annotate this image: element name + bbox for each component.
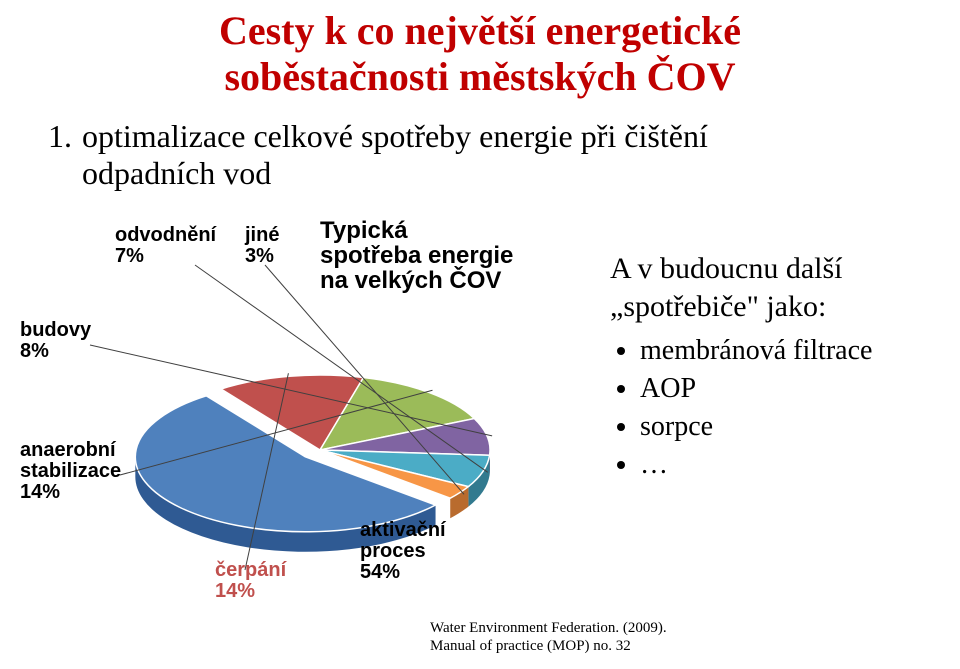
title-line-2: soběstačnosti městských ČOV — [224, 54, 735, 99]
slide-title: Cesty k co největší energetické soběstač… — [0, 8, 960, 100]
right-list-item: AOP — [640, 373, 955, 405]
citation-l2: Manual of practice (MOP) no. 32 — [430, 638, 631, 654]
slice-label-other: jiné 3% — [245, 225, 279, 267]
title-line-1: Cesty k co největší energetické — [219, 8, 741, 53]
bullet-1-line-1: optimalizace celkové spotřeby energie př… — [82, 118, 708, 154]
bullet-1-line-2: odpadních vod — [48, 155, 918, 192]
right-list: membránová filtrace AOP sorpce … — [610, 335, 955, 481]
slide: Cesty k co největší energetické soběstač… — [0, 0, 960, 669]
right-list-item: membránová filtrace — [640, 335, 955, 367]
right-list-item: … — [640, 449, 955, 481]
right-lead: A v budoucnu další „spotřebiče" jako: — [610, 250, 955, 325]
slice-label-dewatering: odvodnění 7% — [115, 225, 216, 267]
slice-label-anaerobic: anaerobní stabilizace 14% — [20, 440, 121, 503]
slice-label-buildings: budovy 8% — [20, 320, 91, 362]
citation-l1: Water Environment Federation. (2009). — [430, 620, 667, 636]
chart-center-label: Typická spotřeba energie na velkých ČOV — [320, 218, 513, 294]
chart-center-label-l1: Typická — [320, 217, 408, 244]
slice-label-activation: aktivační proces 54% — [360, 520, 446, 583]
right-text-block: A v budoucnu další „spotřebiče" jako: me… — [610, 250, 955, 487]
pie-chart: Typická spotřeba energie na velkých ČOV … — [20, 210, 600, 620]
slice-label-pumping: čerpání 14% — [215, 560, 286, 602]
right-list-item: sorpce — [640, 411, 955, 443]
chart-center-label-l3: na velkých ČOV — [320, 267, 501, 294]
chart-center-label-l2: spotřeba energie — [320, 242, 513, 269]
bullet-1: 1.optimalizace celkové spotřeby energie … — [48, 118, 918, 192]
bullet-1-number: 1. — [48, 118, 82, 155]
citation: Water Environment Federation. (2009). Ma… — [430, 619, 667, 655]
